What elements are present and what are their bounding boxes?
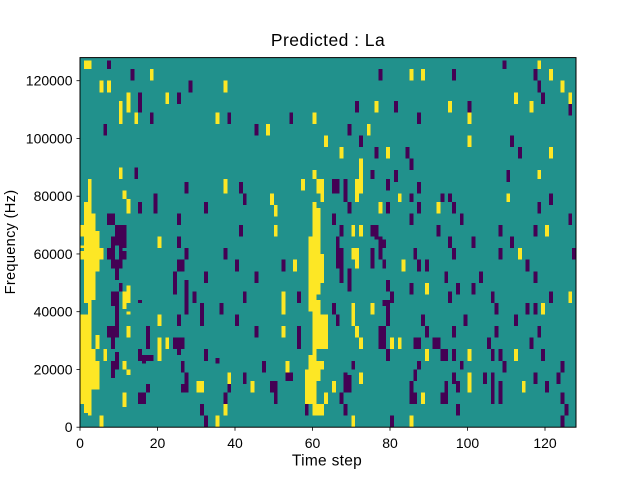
svg-text:0: 0: [76, 435, 84, 451]
svg-text:80000: 80000: [34, 188, 73, 204]
svg-text:40: 40: [227, 435, 243, 451]
svg-text:Time step: Time step: [292, 453, 362, 470]
svg-text:100000: 100000: [26, 130, 73, 146]
svg-text:20: 20: [150, 435, 166, 451]
svg-text:60: 60: [305, 435, 321, 451]
svg-text:120000: 120000: [26, 73, 73, 89]
svg-text:40000: 40000: [34, 304, 73, 320]
svg-text:100: 100: [456, 435, 480, 451]
svg-text:Frequency (Hz): Frequency (Hz): [3, 190, 19, 295]
svg-text:60000: 60000: [34, 246, 73, 262]
svg-text:120: 120: [533, 435, 557, 451]
svg-text:80: 80: [382, 435, 398, 451]
svg-text:0: 0: [65, 419, 73, 435]
svg-text:20000: 20000: [34, 361, 73, 377]
svg-text:Predicted : La: Predicted : La: [271, 30, 385, 50]
